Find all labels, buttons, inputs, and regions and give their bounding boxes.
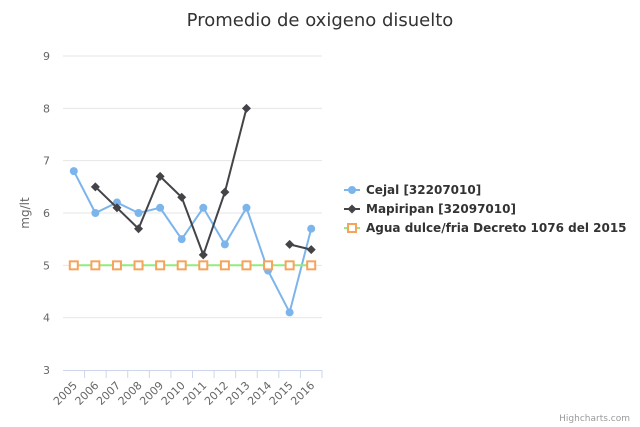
series-line[interactable]: [72, 170, 313, 316]
y-axis-ticks: 3 4 5 6 7 8 9: [43, 50, 50, 377]
y-tick-label: 3: [43, 364, 50, 377]
x-tick-label: 2016: [288, 379, 317, 408]
data-point[interactable]: [306, 260, 317, 271]
data-point[interactable]: [90, 260, 101, 271]
data-point[interactable]: [284, 260, 295, 271]
x-tick-label: 2011: [180, 379, 209, 408]
series-line[interactable]: [94, 108, 312, 258]
grid: [63, 55, 322, 319]
data-point[interactable]: [241, 103, 251, 113]
data-point[interactable]: [134, 209, 143, 217]
series-2[interactable]: [68, 260, 317, 271]
series-1[interactable]: [90, 103, 316, 260]
data-point[interactable]: [241, 260, 252, 271]
series-0[interactable]: [69, 167, 316, 317]
data-point[interactable]: [68, 260, 79, 271]
legend-marker: [347, 204, 357, 214]
x-tick-label: 2012: [202, 379, 231, 408]
legend-label: Cejal [32207010]: [366, 183, 481, 197]
y-tick-label: 6: [43, 207, 50, 220]
data-point[interactable]: [90, 182, 100, 192]
legend-item[interactable]: Mapiripan [32097010]: [344, 202, 516, 216]
data-point[interactable]: [198, 260, 209, 271]
y-tick-label: 4: [43, 312, 50, 325]
data-point[interactable]: [156, 203, 165, 212]
x-tick-label: 2014: [245, 379, 274, 408]
data-point[interactable]: [134, 224, 144, 234]
data-point[interactable]: [155, 260, 166, 271]
y-tick-label: 5: [43, 259, 50, 272]
data-point[interactable]: [111, 260, 122, 271]
x-tick-label: 2009: [137, 379, 166, 408]
data-point[interactable]: [306, 245, 316, 255]
legend-item[interactable]: Agua dulce/fria Decreto 1076 del 2015: [344, 221, 627, 235]
data-point[interactable]: [198, 250, 208, 260]
y-tick-label: 8: [43, 102, 50, 115]
data-point[interactable]: [220, 187, 230, 197]
x-tick-label: 2013: [224, 379, 253, 408]
data-point[interactable]: [91, 209, 100, 217]
x-tick-label: 2006: [73, 379, 102, 408]
x-tick-label: 2007: [94, 379, 123, 408]
y-axis-title: mg/lt: [18, 197, 32, 229]
data-point[interactable]: [177, 192, 187, 202]
x-tick-label: 2005: [51, 379, 80, 408]
legend-label: Mapiripan [32097010]: [366, 202, 516, 216]
x-tick-label: 2010: [159, 379, 188, 408]
x-tick-label: 2008: [116, 379, 145, 408]
legend-marker: [347, 223, 357, 233]
legend-marker: [348, 186, 356, 194]
x-axis-ticks: 2005200620072008200920102011201220132014…: [51, 370, 323, 408]
data-point[interactable]: [242, 203, 251, 212]
data-point[interactable]: [69, 167, 78, 176]
data-point[interactable]: [199, 203, 208, 212]
series-layer: [68, 103, 317, 317]
data-point[interactable]: [219, 260, 230, 271]
legend-item[interactable]: Cejal [32207010]: [344, 183, 481, 197]
data-point[interactable]: [112, 203, 122, 213]
x-tick-label: 2015: [267, 379, 296, 408]
data-point[interactable]: [220, 240, 229, 249]
y-tick-label: 9: [43, 50, 50, 63]
credits[interactable]: Highcharts.com: [559, 414, 630, 424]
legend-label: Agua dulce/fria Decreto 1076 del 2015: [366, 221, 627, 235]
data-point[interactable]: [177, 235, 186, 244]
data-point[interactable]: [133, 260, 144, 271]
data-point[interactable]: [155, 171, 165, 181]
y-tick-label: 7: [43, 155, 50, 168]
chart-title: Promedio de oxigeno disuelto: [187, 10, 454, 31]
data-point[interactable]: [285, 308, 294, 317]
data-point[interactable]: [176, 260, 187, 271]
data-point[interactable]: [307, 224, 316, 233]
data-point[interactable]: [285, 239, 295, 249]
legend[interactable]: Cejal [32207010] Mapiripan [32097010] Agua…: [344, 183, 627, 235]
data-point[interactable]: [263, 260, 274, 271]
